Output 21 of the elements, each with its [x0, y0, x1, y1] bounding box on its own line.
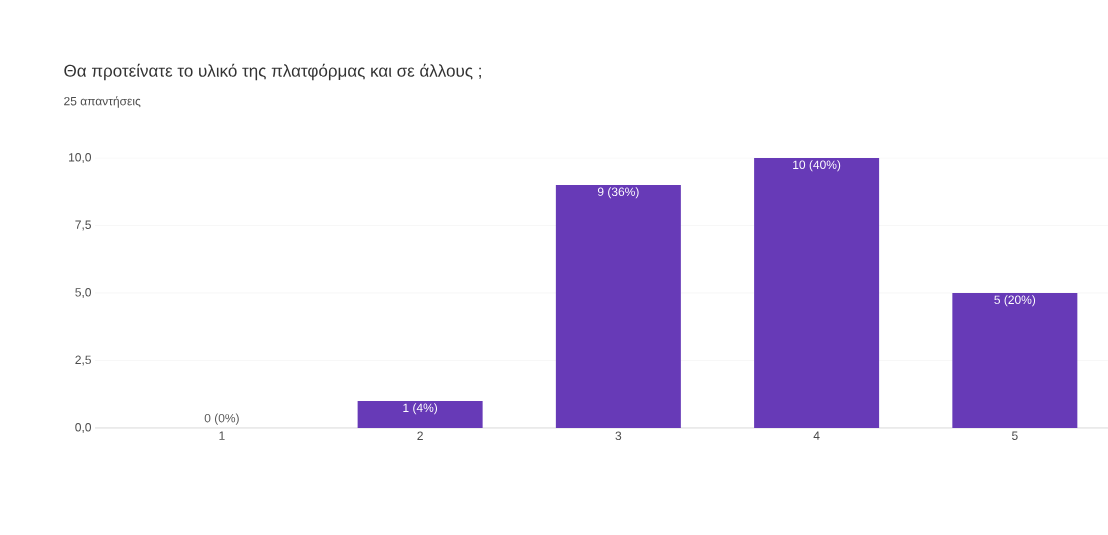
x-tick-label: 3 — [615, 431, 622, 441]
x-tick-label: 4 — [813, 431, 820, 440]
bar — [555, 184, 681, 428]
x-tick-label: 5 — [1011, 431, 1018, 440]
bar — [952, 292, 1078, 428]
data-label: 5 (20%) — [994, 295, 1036, 307]
data-label: 9 (36%) — [597, 187, 639, 199]
data-label: 0 (0%) — [204, 413, 239, 425]
bar — [357, 400, 483, 428]
chart-subtitle: 25 απαντήσεις — [64, 96, 141, 108]
x-tick-label: 2 — [417, 431, 423, 440]
chart-title: Θα προτείνατε το υλικό της πλατφόρμας και σε άλλους ; — [64, 63, 481, 81]
data-label: 1 (4%) — [403, 403, 438, 415]
data-label: 10 (40%) — [793, 160, 841, 172]
y-tick-label: 7,5 — [75, 220, 91, 231]
y-tick-label: 10,0 — [69, 153, 92, 163]
y-tick-label: 2,5 — [75, 355, 91, 366]
y-tick-label: 5,0 — [75, 288, 92, 298]
x-tick-label: 1 — [219, 431, 225, 440]
y-tick-label: 0,0 — [75, 423, 92, 433]
bar — [754, 157, 880, 428]
